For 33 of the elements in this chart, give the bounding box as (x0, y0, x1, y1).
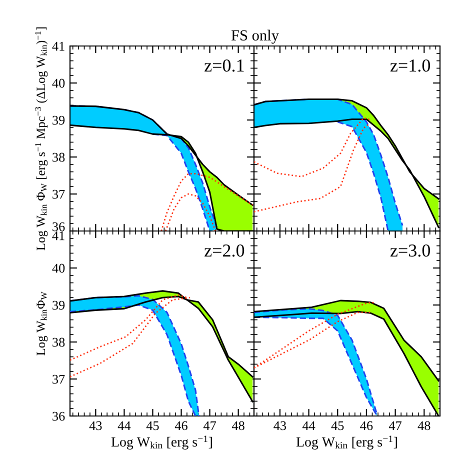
x-tick-label: 45 (331, 421, 344, 430)
y-tick-label: 36 (52, 412, 65, 421)
y-tick-label: 39 (52, 300, 65, 310)
x-tick-label: 44 (118, 421, 131, 430)
text: Log W$_{kin}$ Φ$_{W}$ [erg s$^{−1}$ Mpc$^{−3}$ (ΔLog W$_{kin}$)$^{−1}$] (35, 27, 48, 250)
annotation: z=0.1 (204, 59, 244, 72)
x-tick-label: 48 (418, 421, 430, 430)
x-tick-label: 46 (174, 421, 188, 430)
annotation: z=3.0 (390, 244, 430, 257)
x-tick-label: 45 (146, 421, 159, 430)
y-axis-title: Log W$_{kin}$Φ$_{W}$ (36, 292, 48, 356)
x-tick-label: 44 (302, 421, 316, 430)
y-tick-label: 40 (52, 264, 65, 273)
y-tick-label: 41 (52, 231, 64, 240)
y-tick-label: 37 (52, 374, 65, 384)
y-tick-label: 36 (52, 222, 65, 232)
y-tick-label: 38 (52, 152, 65, 162)
y-tick-label: 38 (52, 338, 65, 347)
x-tick-label: 47 (388, 421, 402, 430)
y-tick-label: 41 (52, 42, 64, 51)
x-tick-label: 43 (274, 421, 286, 430)
y-tick-label: 37 (52, 190, 65, 199)
x-tick-label: 46 (360, 421, 373, 430)
x-axis-title: Log W$_{kin}$ [erg s$^{−1}$] (111, 436, 212, 450)
x-axis-title: Log W$_{kin}$ [erg s$^{−1}$] (296, 436, 397, 450)
annotation: z=1.0 (390, 59, 430, 72)
x-tick-label: 47 (203, 421, 216, 430)
chart-title: FS only (231, 30, 279, 44)
y-tick-label: 39 (52, 116, 65, 125)
y-tick-label: 40 (52, 78, 65, 88)
annotation: z=2.0 (204, 244, 244, 257)
x-tick-label: 48 (232, 421, 244, 430)
x-tick-label: 43 (89, 421, 102, 430)
